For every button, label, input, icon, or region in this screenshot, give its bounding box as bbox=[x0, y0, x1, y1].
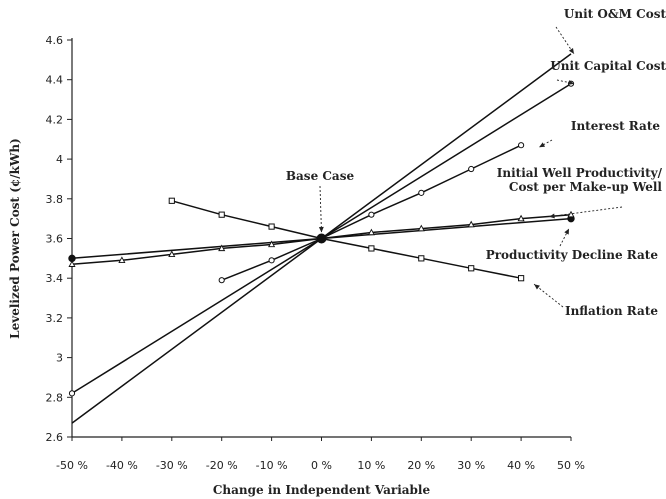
data-point bbox=[367, 228, 375, 236]
annotation-arrow-head bbox=[549, 213, 555, 219]
y-ticks: 2.6 2.8 3 3.2 3.4 3.6 3.8 4 4.2 4.4 4.6 bbox=[46, 34, 72, 444]
data-point bbox=[218, 277, 225, 284]
x-tick-label: 10 % bbox=[357, 459, 385, 472]
data-point bbox=[68, 260, 76, 267]
y-tick-label: 4.2 bbox=[46, 113, 64, 126]
x-tick-label: 20 % bbox=[407, 459, 435, 472]
annotation-arrow-head bbox=[564, 228, 569, 235]
data-point bbox=[418, 189, 425, 196]
data-point bbox=[518, 142, 525, 149]
x-tick-label: 40 % bbox=[507, 459, 535, 472]
annotation-arrow bbox=[555, 26, 575, 55]
y-tick-label: 2.8 bbox=[46, 391, 64, 404]
x-tick-label: 0 % bbox=[311, 459, 332, 472]
axes: 2.6 2.8 3 3.2 3.4 3.6 3.8 4 4.2 4.4 4.6 -50 % -40 %… bbox=[46, 34, 585, 472]
y-tick-label: 3.4 bbox=[46, 272, 64, 285]
series-annotation-label: Unit O&M Cost bbox=[564, 7, 666, 21]
y-tick-label: 3.2 bbox=[46, 312, 64, 325]
annotations: Unit O&M Cost Unit Capital Cost Interest R… bbox=[286, 7, 666, 318]
y-tick-label: 3.8 bbox=[46, 193, 64, 206]
data-point bbox=[268, 223, 275, 230]
base-case-arrow-head bbox=[318, 226, 324, 233]
data-point bbox=[268, 240, 276, 248]
series-line bbox=[171, 200, 522, 279]
data-point bbox=[168, 250, 176, 258]
x-tick-label: -50 % bbox=[56, 459, 88, 472]
data-point bbox=[68, 390, 76, 397]
annotation-arrow-head bbox=[568, 80, 574, 85]
x-tick-label: -20 % bbox=[206, 459, 238, 472]
y-tick-label: 2.6 bbox=[46, 431, 64, 444]
data-point bbox=[368, 211, 375, 218]
series-markers bbox=[68, 80, 575, 397]
annotation-arrow bbox=[556, 79, 575, 85]
data-point bbox=[518, 275, 525, 282]
annotation-arrow bbox=[533, 283, 564, 308]
data-point bbox=[218, 244, 226, 252]
data-point bbox=[467, 220, 475, 228]
annotation-arrow bbox=[548, 206, 623, 218]
y-tick-label: 3.6 bbox=[46, 233, 64, 246]
series-annotation-label: Productivity Decline Rate bbox=[486, 248, 659, 262]
series-annotation-label: Initial Well Productivity/ bbox=[497, 166, 663, 180]
annotation-arrow-head bbox=[568, 48, 574, 54]
y-tick-label: 4.4 bbox=[46, 74, 64, 87]
data-point bbox=[168, 197, 175, 204]
series-annotation-label: Interest Rate bbox=[571, 119, 661, 133]
data-point bbox=[468, 265, 475, 272]
base-case-point bbox=[316, 233, 327, 244]
y-tick-label: 4.6 bbox=[46, 34, 64, 47]
x-axis-title: Change in Independent Variable bbox=[213, 483, 431, 497]
y-tick-label: 3 bbox=[56, 352, 63, 365]
series-annotation-label: Inflation Rate bbox=[565, 304, 658, 318]
series-annotation-label: Cost per Make-up Well bbox=[509, 180, 663, 194]
x-tick-label: 50 % bbox=[557, 459, 585, 472]
base-case-label: Base Case bbox=[286, 169, 355, 183]
x-tick-label: -40 % bbox=[106, 459, 138, 472]
y-tick-label: 4 bbox=[56, 153, 63, 166]
x-tick-label: 30 % bbox=[457, 459, 485, 472]
data-point bbox=[417, 224, 425, 232]
x-tick-label: -30 % bbox=[156, 459, 188, 472]
base-case-arrow bbox=[319, 185, 322, 233]
data-point bbox=[268, 257, 275, 264]
data-point bbox=[418, 255, 425, 262]
y-axis-title: Levelized Power Cost (¢/kWh) bbox=[8, 138, 22, 339]
data-point bbox=[517, 214, 525, 222]
x-ticks: -50 % -40 % -30 % -20 % -10 % 0 % 10 % 20 % 30 %… bbox=[56, 437, 585, 472]
annotation-arrow-head bbox=[534, 284, 540, 290]
data-point bbox=[218, 211, 225, 218]
data-point bbox=[368, 245, 375, 252]
data-point bbox=[118, 256, 126, 263]
data-point bbox=[468, 165, 475, 173]
x-tick-label: -10 % bbox=[256, 459, 288, 472]
annotation-arrow-head bbox=[539, 142, 545, 148]
series-annotation-label: Unit Capital Cost bbox=[550, 59, 666, 73]
